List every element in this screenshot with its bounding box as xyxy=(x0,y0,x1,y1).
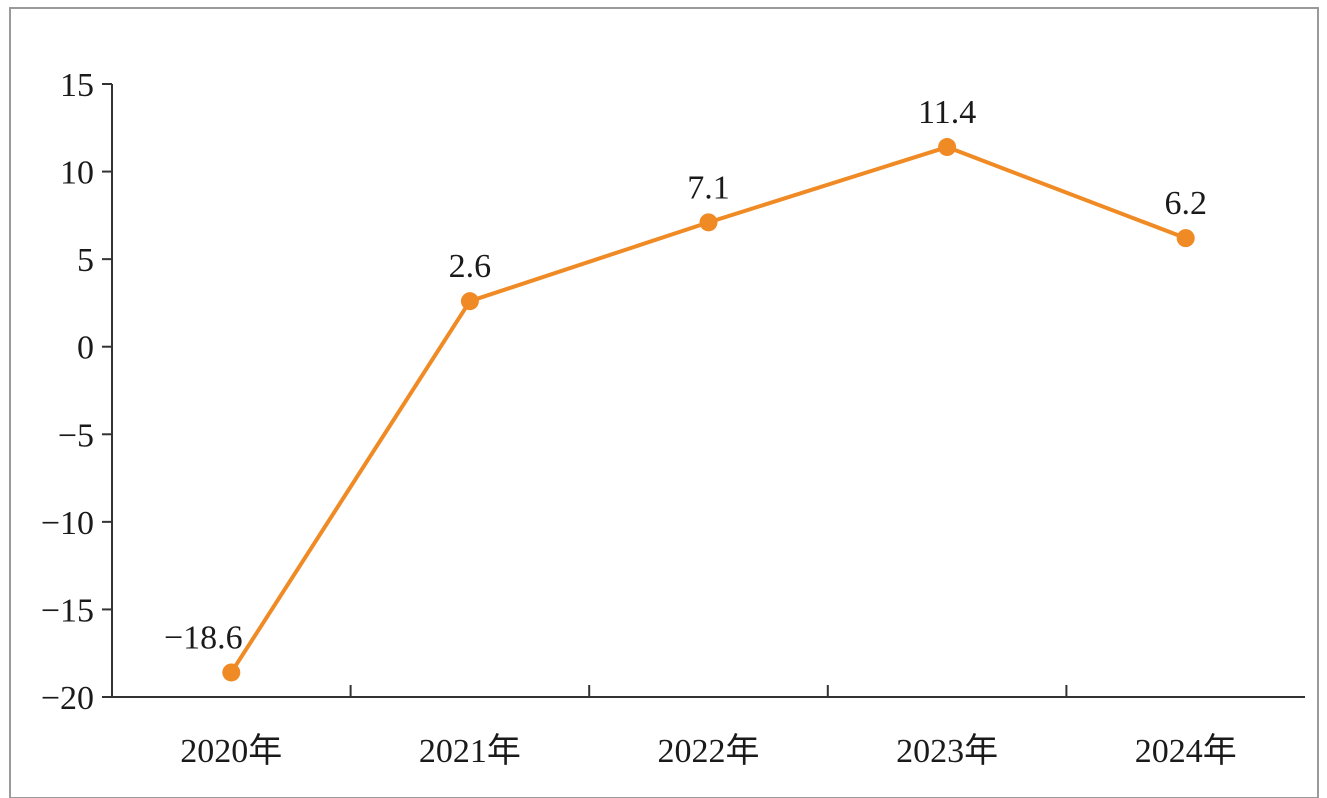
data-point xyxy=(1176,229,1195,248)
data-point xyxy=(460,292,479,311)
data-label: 2.6 xyxy=(449,248,492,285)
x-tick-label: 2022年 xyxy=(658,732,760,770)
data-point xyxy=(222,663,241,682)
y-tick-label: −10 xyxy=(41,505,94,542)
data-label: 6.2 xyxy=(1164,185,1207,222)
y-tick-label: 15 xyxy=(60,67,94,104)
data-label-layer: −18.6 2.6 7.1 11.4 6.2 xyxy=(164,94,1207,656)
chart-frame xyxy=(9,7,1319,798)
y-tick-label: 5 xyxy=(77,242,94,279)
x-axis-ticks: 2020年 2021年 2022年 2023年 2024年 xyxy=(180,685,1237,770)
y-axis-ticks: 15 10 5 0 −5 −10 −15 −20 xyxy=(41,67,112,717)
data-label: 7.1 xyxy=(687,169,730,206)
x-tick-label: 2021年 xyxy=(419,732,521,770)
y-tick-label: 10 xyxy=(60,155,94,192)
x-tick-label: 2024年 xyxy=(1135,732,1237,770)
data-label: 11.4 xyxy=(918,94,976,131)
y-tick-label: −5 xyxy=(58,417,94,454)
data-point xyxy=(938,138,957,157)
x-tick-label: 2023年 xyxy=(896,732,998,770)
y-tick-label: −15 xyxy=(41,592,94,629)
data-point xyxy=(699,213,718,232)
series-layer xyxy=(222,138,1195,682)
data-label: −18.6 xyxy=(164,619,243,656)
y-tick-label: 0 xyxy=(77,330,94,367)
y-tick-label: −20 xyxy=(41,680,94,717)
x-tick-label: 2020年 xyxy=(180,732,282,770)
